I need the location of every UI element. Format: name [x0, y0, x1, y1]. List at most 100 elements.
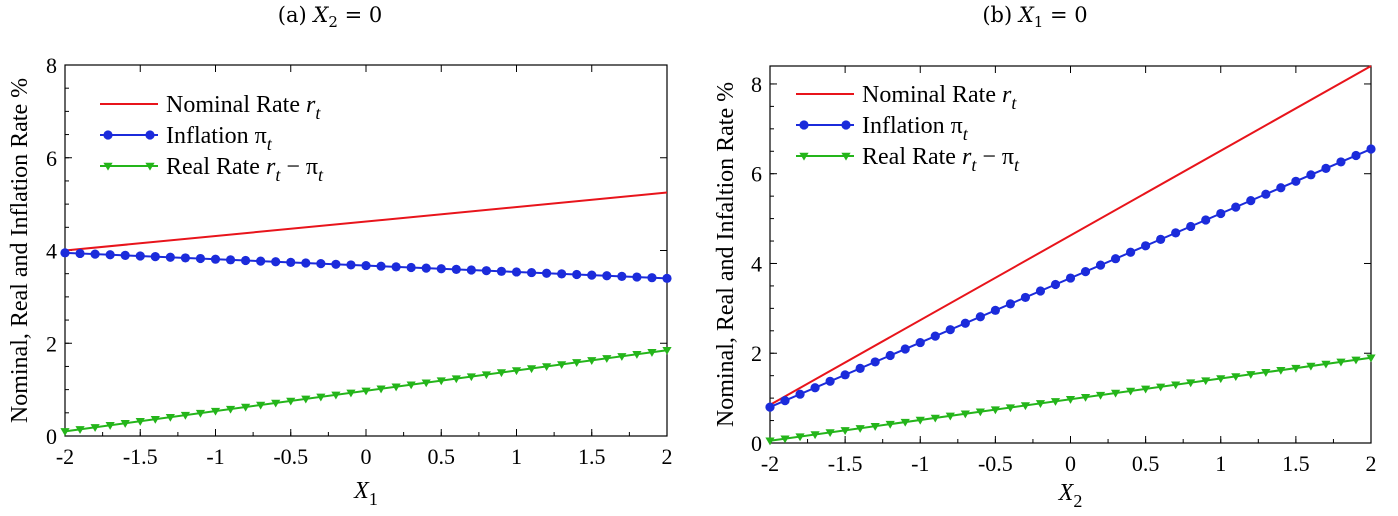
legend-label: Inflation πt [166, 123, 273, 154]
legend-item: Nominal Rate rt [796, 82, 1017, 113]
data-point [647, 349, 657, 357]
data-point [662, 346, 672, 355]
data-point [990, 406, 1000, 415]
data-point [1035, 286, 1046, 296]
data-point [1126, 387, 1136, 396]
data-point [1095, 391, 1106, 400]
data-point [376, 261, 386, 271]
legend-marker [145, 162, 155, 171]
data-point [406, 262, 416, 273]
data-point [195, 253, 206, 264]
data-point [301, 258, 311, 268]
y-tick-label: 8 [751, 72, 762, 97]
data-point [990, 305, 1000, 315]
data-point [840, 427, 850, 435]
data-point [225, 405, 236, 414]
data-point [150, 252, 160, 262]
data-point [195, 409, 206, 418]
data-point [331, 259, 341, 269]
data-point [960, 318, 970, 328]
data-point [855, 363, 865, 373]
data-point [765, 402, 775, 412]
data-point [1366, 144, 1376, 154]
data-point [1321, 360, 1331, 369]
data-point [1156, 383, 1166, 392]
x-tick-label: -1 [206, 444, 224, 469]
chart-a: (a) X2 = 0 -2 -1.5 -1 -0.5 0 0.5 1 1.5 2 0 2 4 6 8 X1 No… [7, 3, 673, 509]
legend-marker [103, 130, 113, 140]
x-tick-label: 2 [1366, 451, 1377, 476]
data-point [1231, 202, 1241, 212]
data-point [241, 255, 251, 266]
data-point [1366, 354, 1376, 363]
data-point [1201, 377, 1211, 386]
data-point [60, 428, 70, 436]
data-point [1201, 215, 1211, 225]
data-point [840, 370, 850, 380]
series-line [64, 191, 668, 252]
data-point [1126, 247, 1136, 257]
data-point [945, 325, 955, 335]
data-point [885, 350, 895, 361]
x-tick-label: -1.5 [828, 451, 863, 476]
data-point [1186, 379, 1196, 388]
x-tick-label: 1.5 [1282, 451, 1310, 476]
data-point [960, 410, 970, 419]
data-point [1291, 364, 1301, 373]
data-point [1306, 362, 1316, 371]
data-point [1336, 358, 1346, 367]
data-point [210, 407, 221, 416]
data-point [436, 264, 446, 274]
data-point [1306, 170, 1316, 180]
data-point [542, 363, 552, 372]
data-point [286, 397, 296, 406]
data-point [120, 250, 130, 260]
x-tick-label: 2 [662, 444, 673, 469]
y-tick-label: 2 [46, 331, 57, 356]
data-point [557, 361, 567, 370]
data-point [316, 259, 326, 269]
data-point [496, 266, 507, 276]
data-point [900, 344, 910, 354]
x-tick-label: -2 [761, 451, 779, 476]
data-point [165, 252, 175, 262]
data-point [421, 263, 431, 273]
data-point [795, 433, 805, 442]
data-point [810, 431, 820, 440]
data-point [241, 403, 251, 412]
data-point [1276, 183, 1286, 193]
legend-label: Nominal Rate rt [166, 92, 321, 123]
legend-marker [799, 152, 809, 161]
data-point [1351, 356, 1361, 365]
data-point [825, 376, 835, 386]
data-point [1336, 157, 1346, 167]
data-point [526, 365, 537, 374]
series-circle [60, 248, 672, 283]
data-point [1095, 260, 1106, 270]
data-point [1186, 221, 1196, 232]
data-point [451, 375, 461, 384]
data-point [1261, 189, 1271, 199]
legend-label: Real Rate rt − πt [862, 144, 1020, 175]
x-tick-label: 0.5 [428, 444, 456, 469]
legend-marker [103, 162, 113, 171]
x-tick-label: 0 [1065, 451, 1076, 476]
data-point [361, 260, 371, 271]
data-point [135, 251, 145, 261]
data-point [1141, 385, 1151, 394]
data-point [1005, 404, 1015, 413]
data-point [975, 312, 985, 322]
series-triangle-down [765, 354, 1376, 446]
data-point [1035, 400, 1046, 408]
data-point [855, 425, 865, 433]
plot-frame [769, 65, 1372, 444]
series-none [64, 191, 668, 252]
data-point [1246, 196, 1256, 206]
legend-marker [799, 120, 809, 130]
data-point [1050, 398, 1061, 406]
data-point [900, 418, 910, 427]
legend-marker [841, 152, 851, 161]
data-point [795, 389, 805, 399]
data-point [1065, 396, 1076, 404]
series-none [769, 65, 1372, 406]
